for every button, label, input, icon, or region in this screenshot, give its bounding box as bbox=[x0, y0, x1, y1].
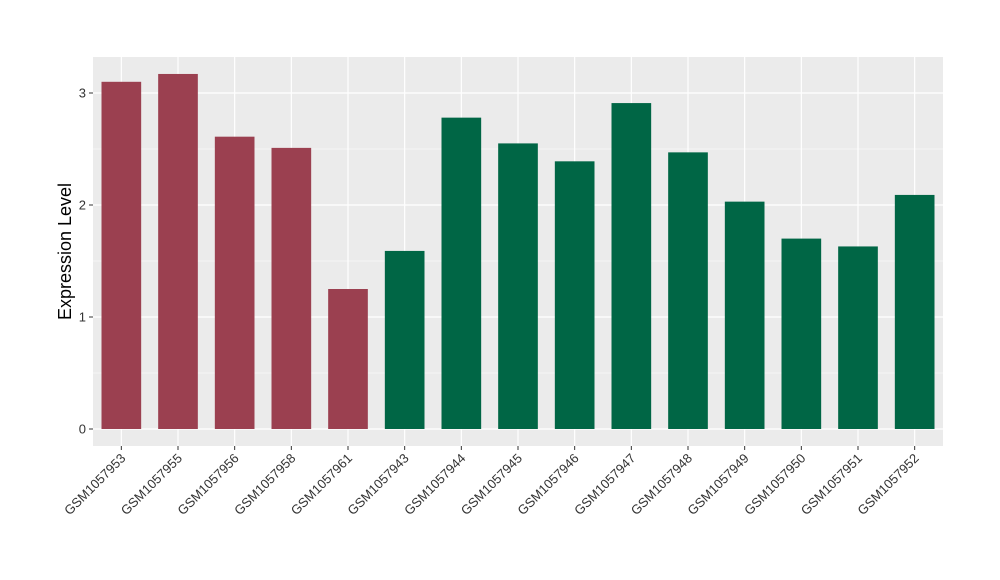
x-axis: GSM1057953GSM1057955GSM1057956GSM1057958… bbox=[61, 446, 922, 518]
bar-GSM1057946 bbox=[554, 161, 595, 429]
bar-GSM1057944 bbox=[441, 117, 482, 429]
y-tick-label: 2 bbox=[79, 198, 86, 213]
bar-GSM1057952 bbox=[894, 194, 935, 429]
bar-GSM1057958 bbox=[271, 147, 312, 429]
bar-GSM1057950 bbox=[781, 238, 822, 429]
y-axis: 0 1 2 3 bbox=[79, 86, 93, 437]
bar-GSM1057955 bbox=[158, 73, 198, 430]
bar-GSM1057956 bbox=[214, 136, 255, 429]
bar-GSM1057951 bbox=[838, 246, 878, 429]
y-tick-label: 0 bbox=[79, 422, 86, 437]
y-axis-title: Expression Level bbox=[55, 183, 75, 320]
bar-GSM1057945 bbox=[498, 143, 538, 429]
bar-GSM1057943 bbox=[384, 250, 425, 429]
bar-GSM1057949 bbox=[724, 201, 765, 429]
bar-GSM1057961 bbox=[328, 289, 368, 429]
bar-GSM1057953 bbox=[101, 81, 142, 430]
bars bbox=[101, 73, 935, 430]
bar-GSM1057947 bbox=[611, 103, 652, 429]
bar-GSM1057948 bbox=[668, 152, 708, 430]
y-tick-label: 1 bbox=[79, 310, 86, 325]
y-tick-label: 3 bbox=[79, 86, 86, 101]
